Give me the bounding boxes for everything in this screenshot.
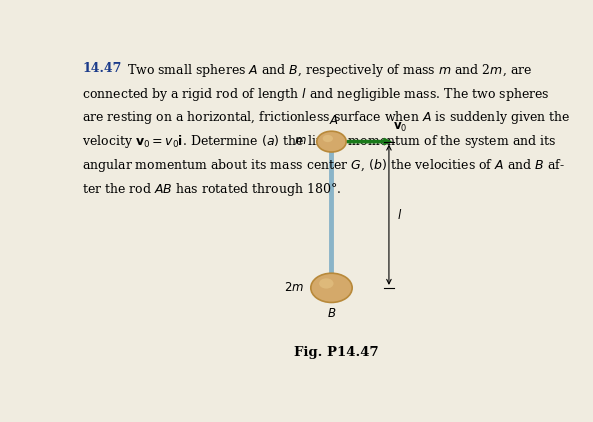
Circle shape (311, 273, 352, 303)
Text: $A$: $A$ (329, 114, 339, 127)
Text: $m$: $m$ (294, 134, 307, 147)
Circle shape (323, 135, 333, 142)
Text: are resting on a horizontal, frictionless surface when $A$ is suddenly given the: are resting on a horizontal, frictionles… (82, 109, 570, 127)
Text: velocity $\mathbf{v}_0 = v_0\mathbf{i}$. Determine $(a)$ the linear momentum of : velocity $\mathbf{v}_0 = v_0\mathbf{i}$.… (82, 133, 557, 150)
Text: 14.47: 14.47 (82, 62, 122, 75)
Text: connected by a rigid rod of length $l$ and negligible mass. The two spheres: connected by a rigid rod of length $l$ a… (82, 86, 550, 103)
Text: $2m$: $2m$ (284, 281, 304, 295)
FancyArrow shape (347, 138, 391, 145)
Text: $B$: $B$ (327, 307, 336, 320)
Text: ter the rod $AB$ has rotated through 180°.: ter the rod $AB$ has rotated through 180… (82, 181, 342, 197)
Text: $\mathbf{v}_0$: $\mathbf{v}_0$ (393, 122, 407, 135)
Text: Two small spheres $A$ and $B$, respectively of mass $m$ and 2$m$, are: Two small spheres $A$ and $B$, respectiv… (127, 62, 532, 79)
Circle shape (319, 279, 333, 289)
Text: angular momentum about its mass center $G$, $(b)$ the velocities of $A$ and $B$ : angular momentum about its mass center $… (82, 157, 565, 174)
Circle shape (317, 131, 346, 152)
Text: $l$: $l$ (397, 208, 403, 222)
Text: Fig. P14.47: Fig. P14.47 (294, 346, 378, 360)
